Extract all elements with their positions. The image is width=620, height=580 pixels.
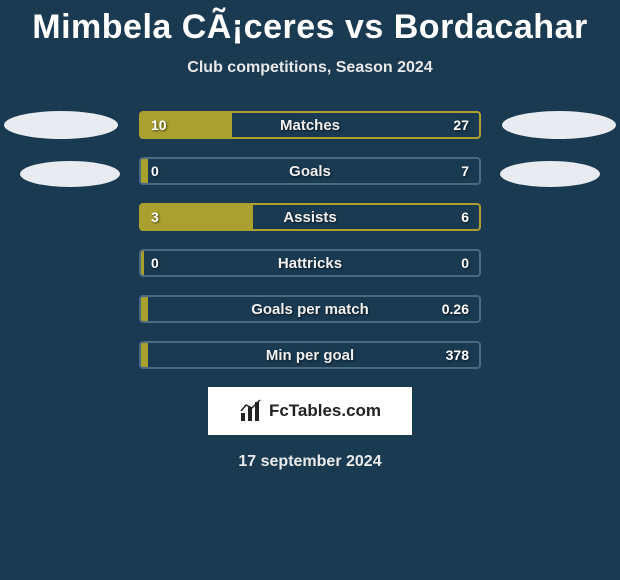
bar-label: Hattricks — [141, 251, 479, 275]
bars-container: 10Matches270Goals73Assists60Hattricks0Go… — [139, 111, 481, 369]
player-left-oval-2 — [20, 161, 120, 187]
bar-value-right: 0 — [461, 251, 469, 275]
page-subtitle: Club competitions, Season 2024 — [0, 59, 620, 77]
bar-row: Goals per match0.26 — [139, 295, 481, 323]
player-right-oval-2 — [500, 161, 600, 187]
bar-label: Goals per match — [141, 297, 479, 321]
bar-label: Goals — [141, 159, 479, 183]
chart-icon — [239, 399, 263, 423]
logo-box: FcTables.com — [208, 387, 412, 435]
player-right-oval-1 — [502, 111, 616, 139]
logo-text: FcTables.com — [269, 401, 381, 421]
bar-label: Matches — [141, 113, 479, 137]
bar-row: 0Hattricks0 — [139, 249, 481, 277]
player-left-oval-1 — [4, 111, 118, 139]
bar-value-right: 378 — [446, 343, 469, 367]
bar-row: 10Matches27 — [139, 111, 481, 139]
bar-value-right: 6 — [461, 205, 469, 229]
bar-row: 3Assists6 — [139, 203, 481, 231]
bar-label: Assists — [141, 205, 479, 229]
bar-value-right: 7 — [461, 159, 469, 183]
date-label: 17 september 2024 — [0, 453, 620, 471]
bar-value-right: 27 — [453, 113, 469, 137]
bar-value-right: 0.26 — [442, 297, 469, 321]
bar-row: Min per goal378 — [139, 341, 481, 369]
bar-row: 0Goals7 — [139, 157, 481, 185]
page-title: Mimbela CÃ¡ceres vs Bordacahar — [0, 0, 620, 47]
bar-label: Min per goal — [141, 343, 479, 367]
comparison-chart: 10Matches270Goals73Assists60Hattricks0Go… — [0, 111, 620, 369]
